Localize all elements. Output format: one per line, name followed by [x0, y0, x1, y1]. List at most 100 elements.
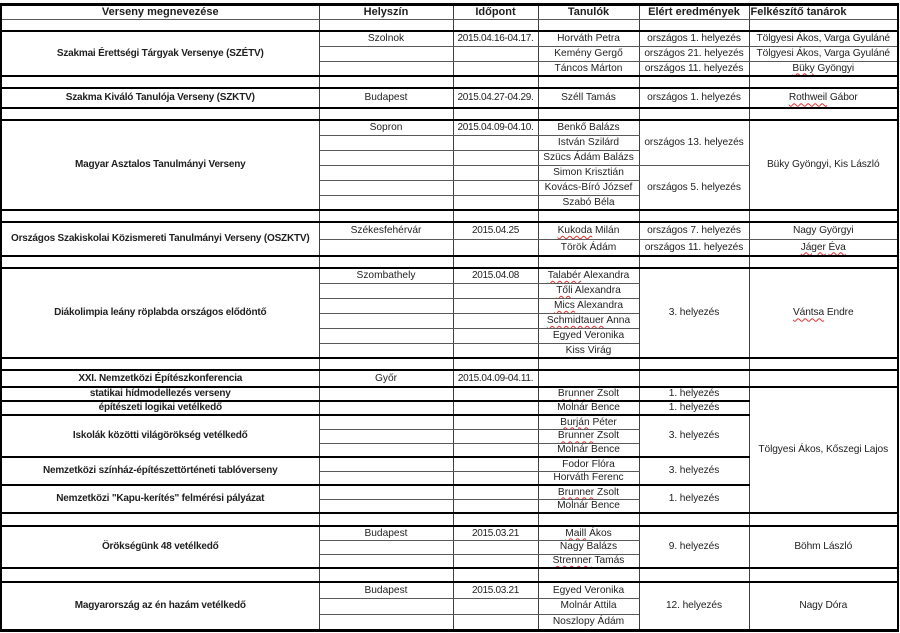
spacer-row [0, 75, 899, 89]
date-cell [452, 442, 539, 458]
spacer-cell [452, 512, 539, 527]
spellcheck-word: Zsolt [597, 430, 620, 442]
spacer-cell [0, 18, 320, 32]
teachers-cell: Tölgyesi Ákos, Varga Gyuláné [748, 45, 899, 62]
date-cell [452, 164, 539, 181]
spacer-cell [318, 567, 454, 583]
results-cell: országos 21. helyezés [638, 45, 750, 62]
location-cell [318, 613, 454, 631]
spacer-cell [537, 209, 640, 223]
teachers-cell: Böhm László [748, 525, 899, 569]
results-cell [638, 369, 750, 388]
date-cell [452, 179, 539, 196]
date-cell [452, 134, 539, 151]
students-cell: Molnár Bence [537, 498, 640, 514]
date-cell [452, 297, 539, 314]
location-cell [318, 428, 454, 444]
location-cell [318, 149, 454, 166]
students-cell: Kovács-Bíró József [537, 179, 640, 196]
results-cell: 3. helyezés [638, 267, 750, 359]
spellcheck-word: Schmidtauer [546, 314, 605, 326]
spacer-cell [0, 75, 320, 89]
teachers-cell [748, 369, 899, 388]
spellcheck-word: Milán [595, 225, 620, 237]
spacer-cell [318, 357, 454, 371]
column-header-location: Helyszín [318, 4, 454, 20]
name-cell: építészeti logikai vetélkedő [0, 400, 320, 416]
location-cell [318, 597, 454, 615]
location-cell [318, 498, 454, 514]
name-cell: Országos Szakiskolai Közismereti Tanulmá… [0, 221, 320, 257]
spacer-cell [0, 107, 320, 121]
name-cell: Nemzetközi "Kapu-kerítés" felmérési pály… [0, 484, 320, 514]
date-cell [452, 428, 539, 444]
location-cell: Budapest [318, 581, 454, 599]
students-cell: Maill Ákos [537, 525, 640, 541]
location-cell: Szombathely [318, 267, 454, 284]
location-cell [318, 60, 454, 77]
spellcheck-word: Tamás [594, 555, 625, 567]
location-cell [318, 442, 454, 458]
spacer-cell [452, 357, 539, 371]
date-cell [452, 470, 539, 486]
table-row: statikai hídmodellezés verseny Brunner Zs… [0, 386, 899, 514]
results-table: Verseny megnevezése Helyszín Időpont Tanuló… [0, 3, 899, 632]
spacer-cell [452, 107, 539, 121]
students-cell: Molnár Attila [537, 597, 640, 615]
spellcheck-word: Alexandra [574, 284, 621, 296]
teachers-cell: Nagy Dóra [748, 581, 899, 631]
spellcheck-word: Jáger [800, 241, 826, 253]
date-cell [452, 484, 539, 500]
spacer-cell [537, 18, 640, 32]
students-cell: Talabér Alexandra [537, 267, 640, 284]
location-cell: Győr [318, 369, 454, 388]
location-cell: Budapest [318, 525, 454, 541]
column-header-date: Időpont [452, 4, 539, 20]
spellcheck-word: Endre [826, 307, 854, 319]
date-cell: 2015.04.09-04.11. [452, 369, 539, 388]
teachers-cell: Vántsa Endre [748, 267, 899, 359]
location-cell [318, 179, 454, 196]
table-row: Kovács-Bíró József [1, 179, 898, 196]
spellcheck-word: Strenner [552, 555, 592, 567]
table-row: Simon Krisztián országos 5. helyezés [1, 164, 898, 211]
date-cell [452, 194, 539, 211]
students-cell: Tőli Alexandra [537, 282, 640, 299]
spacer-cell [638, 357, 750, 371]
location-cell [318, 484, 454, 500]
students-cell: Kukoda Milán [537, 221, 640, 240]
location-cell [318, 312, 454, 329]
spacer-row [0, 18, 899, 32]
spellcheck-word: Brunner [557, 388, 595, 400]
spacer-cell [748, 107, 899, 121]
name-cell: Nemzetközi színház-építészettörténeti ta… [0, 456, 320, 486]
spacer-row [0, 209, 899, 223]
spellcheck-word: Maill [565, 527, 587, 539]
teachers-cell: Jáger Éva [748, 238, 899, 257]
spellcheck-word: Alexandra [583, 270, 630, 282]
spacer-cell [537, 512, 640, 527]
name-cell: XXI. Nemzetközi Építészkonferencia [0, 369, 320, 388]
name-cell: Diákolimpia leány röplabda országos előd… [0, 267, 320, 359]
location-cell [318, 386, 454, 402]
spacer-row [0, 107, 899, 121]
table-row: Szabó Béla [1, 194, 898, 211]
table-row: Nemzetközi "Kapu-kerítés" felmérési pály… [0, 484, 898, 514]
spacer-cell [318, 18, 454, 32]
students-cell: Mics Alexandra [537, 297, 640, 314]
table-row: Molnár Bence [1, 498, 898, 514]
spacer-row [0, 255, 899, 269]
students-cell: Táncos Márton [537, 60, 640, 77]
students-cell: Kiss Virág [537, 342, 640, 359]
spacer-cell [748, 357, 899, 371]
column-header-results: Elért eredmények [638, 4, 750, 20]
spellcheck-word: Burján [560, 416, 590, 428]
results-cell: 3. helyezés [638, 456, 750, 486]
name-cell: Magyar Asztalos Tanulmányi Verseny [0, 119, 320, 211]
spacer-cell [452, 567, 539, 583]
date-cell [452, 613, 539, 631]
date-cell [452, 553, 539, 569]
table-row: XXI. Nemzetközi Építészkonferencia Győr 20… [0, 369, 899, 388]
results-cell: országos 5. helyezés [638, 164, 750, 211]
date-cell [452, 456, 539, 472]
